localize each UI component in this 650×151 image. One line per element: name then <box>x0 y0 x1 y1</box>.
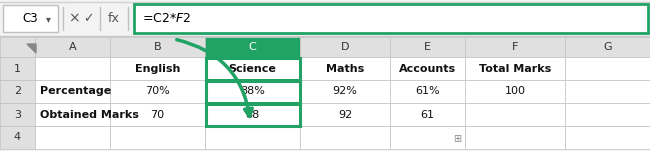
Bar <box>35 57 110 80</box>
Text: 88: 88 <box>246 109 259 119</box>
Text: G: G <box>603 42 612 52</box>
Text: A: A <box>69 42 76 52</box>
Text: Obtained Marks: Obtained Marks <box>40 109 139 119</box>
Bar <box>390 80 465 103</box>
Text: 92: 92 <box>338 109 352 119</box>
Bar <box>565 103 650 126</box>
Text: Accounts: Accounts <box>399 64 456 74</box>
Bar <box>110 103 205 126</box>
Bar <box>300 57 390 80</box>
Polygon shape <box>27 44 36 53</box>
Bar <box>465 103 565 126</box>
Text: ⊞: ⊞ <box>453 134 461 144</box>
Text: 2: 2 <box>14 87 21 96</box>
Text: B: B <box>153 42 161 52</box>
Text: E: E <box>424 42 431 52</box>
Bar <box>465 57 565 80</box>
Bar <box>35 126 110 149</box>
Text: F: F <box>512 42 518 52</box>
Text: 61%: 61% <box>415 87 440 96</box>
Text: ▾: ▾ <box>46 14 51 24</box>
Bar <box>565 80 650 103</box>
Bar <box>300 80 390 103</box>
Text: 4: 4 <box>14 132 21 143</box>
Text: C: C <box>248 42 256 52</box>
Bar <box>205 103 300 126</box>
Text: English: English <box>135 64 180 74</box>
Bar <box>35 103 110 126</box>
Text: 70%: 70% <box>145 87 170 96</box>
Bar <box>465 126 565 149</box>
Bar <box>300 126 390 149</box>
Text: fx: fx <box>108 12 120 25</box>
Text: 100: 100 <box>504 87 525 96</box>
Bar <box>205 57 300 80</box>
Bar <box>110 37 205 57</box>
Bar <box>0 80 35 103</box>
Bar <box>0 57 35 80</box>
Bar <box>565 57 650 80</box>
Text: ✓: ✓ <box>83 12 93 25</box>
Bar <box>3 5 58 32</box>
Text: 70: 70 <box>150 109 164 119</box>
Bar <box>35 37 110 57</box>
Bar <box>205 58 300 79</box>
Text: =C2*$F$2: =C2*$F$2 <box>142 12 191 25</box>
Bar <box>390 57 465 80</box>
Bar <box>134 4 648 33</box>
Text: Maths: Maths <box>326 64 364 74</box>
Bar <box>0 0 650 37</box>
Bar <box>205 80 300 103</box>
Bar <box>300 37 390 57</box>
Bar <box>205 37 300 57</box>
Bar <box>390 37 465 57</box>
Text: 61: 61 <box>421 109 434 119</box>
Text: 88%: 88% <box>240 87 265 96</box>
Text: Science: Science <box>229 64 276 74</box>
Bar <box>110 126 205 149</box>
Bar <box>110 80 205 103</box>
Text: D: D <box>341 42 349 52</box>
Bar <box>465 37 565 57</box>
Bar <box>565 37 650 57</box>
Bar <box>465 80 565 103</box>
Bar <box>205 103 300 125</box>
Text: 92%: 92% <box>333 87 358 96</box>
Bar <box>205 126 300 149</box>
Text: 3: 3 <box>14 109 21 119</box>
Bar <box>390 126 465 149</box>
Text: Total Marks: Total Marks <box>479 64 551 74</box>
Text: 1: 1 <box>14 64 21 74</box>
Text: C3: C3 <box>23 12 38 25</box>
Bar <box>110 57 205 80</box>
Bar <box>0 37 35 57</box>
Bar <box>0 126 35 149</box>
Bar <box>205 80 300 103</box>
Bar <box>390 103 465 126</box>
Bar <box>0 103 35 126</box>
Text: ×: × <box>68 11 80 26</box>
Bar <box>300 103 390 126</box>
Bar <box>565 126 650 149</box>
Text: Percentage: Percentage <box>40 87 111 96</box>
Bar <box>35 80 110 103</box>
